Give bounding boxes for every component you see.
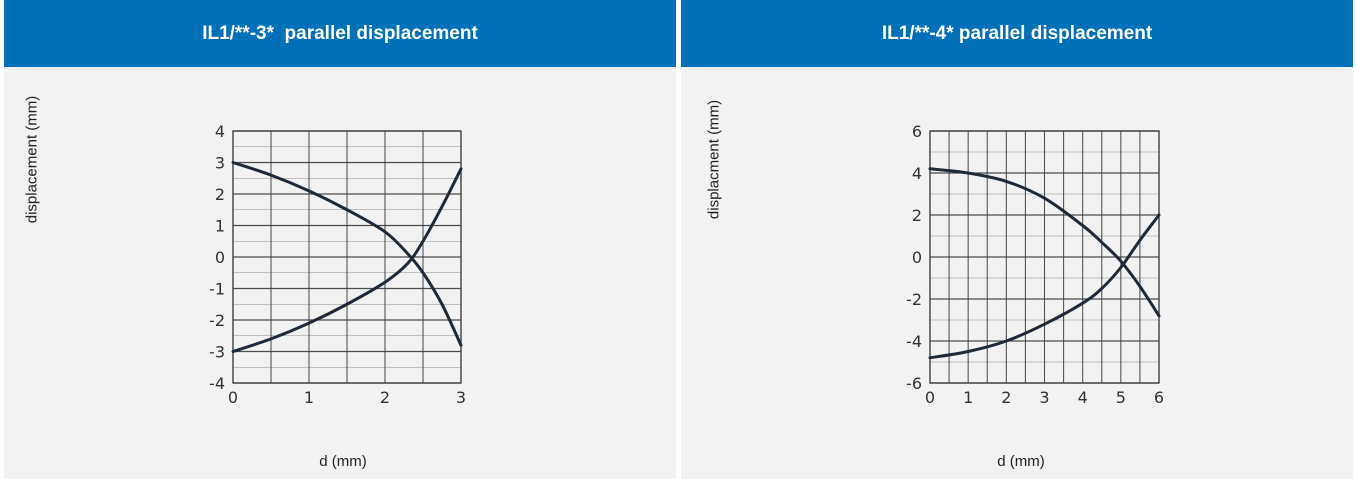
x-tick-label: 3 — [456, 388, 466, 407]
y-tick-label: 4 — [912, 164, 922, 183]
y-tick-label: 2 — [912, 206, 922, 225]
y-tick-label: 4 — [215, 122, 225, 141]
x-tick-label: 5 — [1116, 388, 1126, 407]
plot-frame — [232, 130, 462, 384]
chart-title: IL1/**-3* parallel displacement — [4, 0, 676, 67]
x-tick-label: 2 — [380, 388, 390, 407]
chart-title: IL1/**-4* parallel displacement — [681, 0, 1353, 67]
y-tick-label: -4 — [906, 332, 922, 351]
chart-body: displacement (mm) 4 3 2 1 0 -1 -2 -3 -4 0 1 2 3 d (m… — [4, 67, 676, 479]
chart-body: displacment (mm) 6 4 2 0 -2 -4 -6 0 1 2 3 4 5 6 d (mm… — [681, 67, 1353, 479]
chart-panel-right: IL1/**-4* parallel displacement displacm… — [681, 0, 1353, 479]
y-tick-label: 6 — [912, 122, 922, 141]
y-tick-label: -1 — [209, 280, 225, 299]
series-line-1 — [928, 167, 1161, 318]
y-tick-label: 3 — [215, 154, 225, 173]
y-tick-label: 0 — [912, 248, 922, 267]
x-tick-label: 0 — [228, 388, 238, 407]
y-tick-label: 2 — [215, 185, 225, 204]
y-tick-label: -2 — [906, 290, 922, 309]
x-tick-label: 6 — [1154, 388, 1164, 407]
x-tick-label: 4 — [1078, 388, 1088, 407]
x-tick-label: 1 — [963, 388, 973, 407]
x-axis-label: d (mm) — [997, 453, 1045, 470]
plot-frame — [929, 130, 1160, 384]
y-tick-label: -6 — [906, 374, 922, 393]
y-tick-label: 0 — [215, 248, 225, 267]
y-tick-label: -4 — [209, 374, 225, 393]
x-tick-label: 3 — [1039, 388, 1049, 407]
x-tick-label: 1 — [304, 388, 314, 407]
y-tick-label: -2 — [209, 311, 225, 330]
series-line-2 — [928, 213, 1161, 360]
x-tick-label: 2 — [1001, 388, 1011, 407]
series-line-1 — [231, 161, 463, 347]
y-tick-label: 1 — [215, 217, 225, 236]
x-axis-label: d (mm) — [319, 453, 367, 470]
y-tick-label: -3 — [209, 343, 225, 362]
series-line-2 — [231, 167, 463, 353]
chart-panel-left: IL1/**-3* parallel displacement displace… — [4, 0, 676, 479]
x-tick-label: 0 — [925, 388, 935, 407]
